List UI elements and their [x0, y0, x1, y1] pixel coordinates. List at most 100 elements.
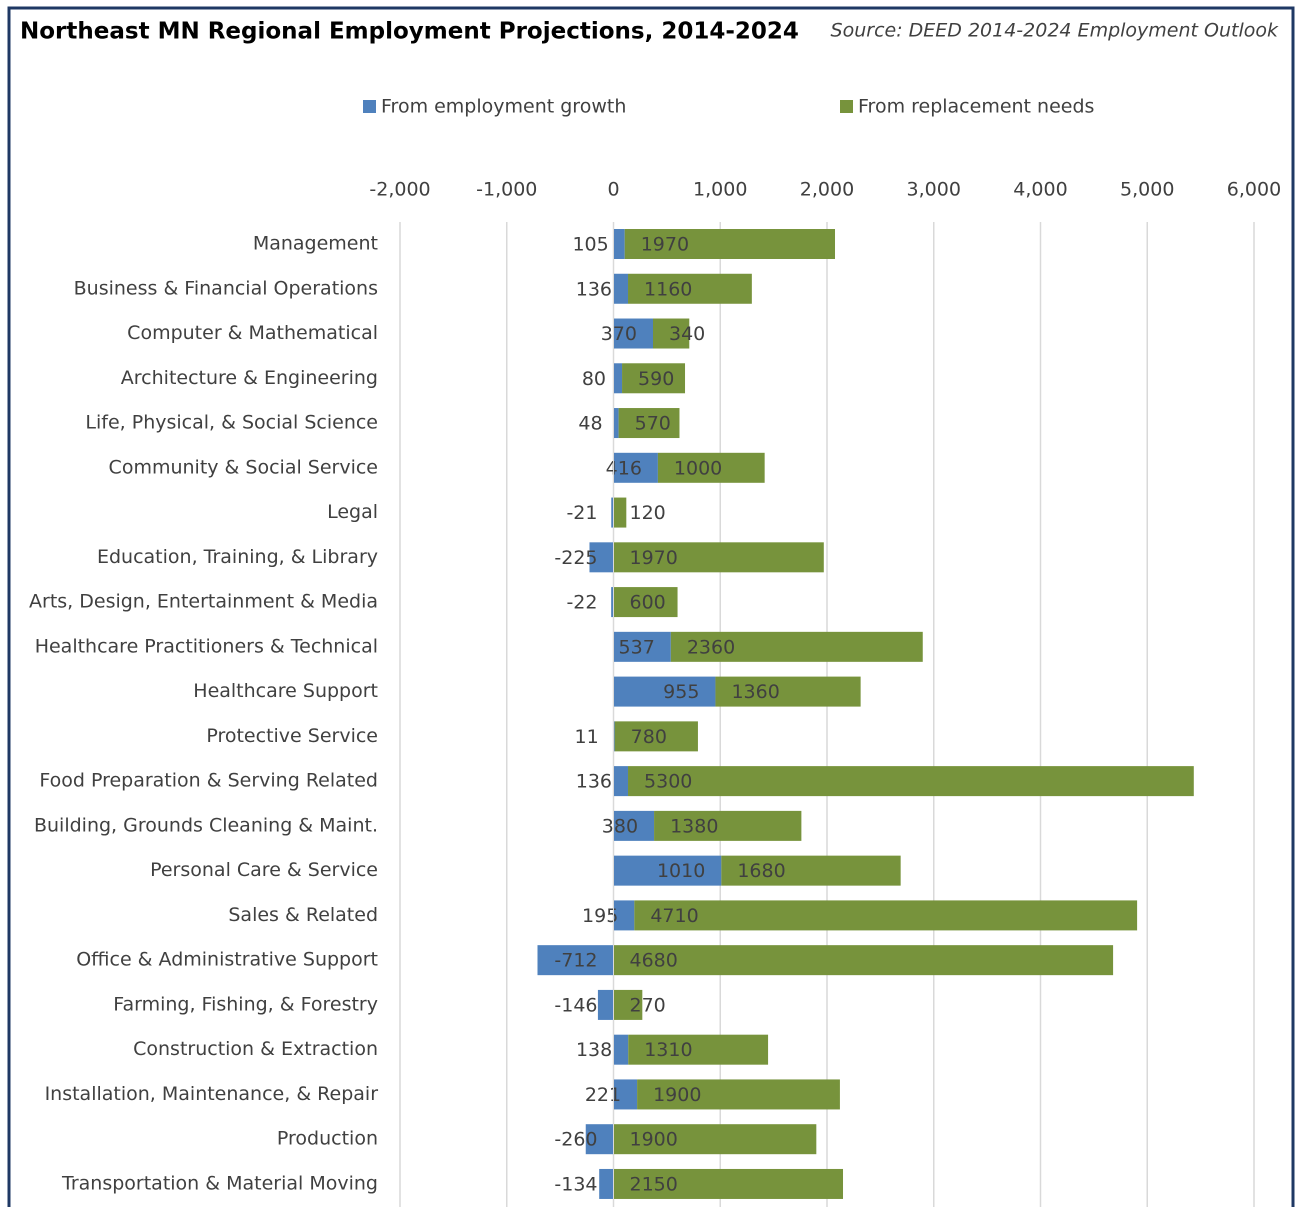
- data-label: 1000: [674, 457, 722, 479]
- x-tick-label: -1,000: [476, 179, 537, 201]
- data-label: 120: [630, 502, 666, 524]
- bar: [652, 318, 690, 349]
- data-label: 1900: [653, 1084, 701, 1106]
- data-label: 1160: [644, 278, 692, 300]
- y-tick-label: Farming, Fishing, & Forestry: [113, 993, 378, 1015]
- data-label: -146: [554, 994, 597, 1016]
- y-tick-label: Management: [253, 233, 378, 255]
- bar: [599, 1168, 614, 1199]
- bar: [613, 318, 653, 349]
- data-label: 80: [582, 368, 606, 390]
- data-label: 1680: [737, 860, 785, 882]
- data-label: 416: [606, 457, 642, 479]
- y-tick-label: Healthcare Support: [193, 680, 378, 702]
- x-tick-label: 3,000: [907, 179, 961, 201]
- bar: [613, 766, 629, 797]
- legend-swatch: [363, 100, 376, 113]
- y-tick-label: Installation, Maintenance, & Repair: [45, 1083, 379, 1105]
- y-tick-label: Community & Social Service: [109, 456, 378, 478]
- bar: [537, 945, 614, 976]
- data-label: 590: [638, 368, 674, 390]
- x-tick-label: 5,000: [1120, 179, 1174, 201]
- y-tick-label: Computer & Mathematical: [127, 322, 378, 344]
- data-label: 1380: [670, 815, 718, 837]
- legend-label: From replacement needs: [858, 96, 1094, 118]
- bar: [613, 631, 671, 662]
- y-tick-label: Business & Financial Operations: [74, 277, 378, 299]
- bar: [654, 810, 802, 841]
- bar: [613, 1079, 638, 1110]
- bar: [628, 766, 1194, 797]
- bar: [613, 855, 722, 886]
- data-label: 195: [582, 905, 618, 927]
- data-label: 370: [601, 323, 637, 345]
- bar: [613, 810, 655, 841]
- data-label: -225: [554, 547, 597, 569]
- data-label: 136: [576, 771, 612, 793]
- bar: [613, 273, 629, 304]
- y-tick-label: Architecture & Engineering: [121, 367, 378, 389]
- bar: [613, 1124, 817, 1155]
- bar: [624, 229, 836, 259]
- bar: [613, 229, 625, 259]
- x-tick-label: 4,000: [1013, 179, 1067, 201]
- data-label: 4710: [650, 905, 698, 927]
- bar: [613, 542, 824, 573]
- data-label: 780: [631, 726, 667, 748]
- bar: [613, 721, 615, 752]
- data-label: 136: [576, 278, 612, 300]
- y-tick-label: Arts, Design, Entertainment & Media: [29, 591, 378, 613]
- bar: [613, 676, 716, 707]
- y-tick-label: Food Preparation & Serving Related: [39, 770, 378, 792]
- data-label: 105: [572, 234, 608, 256]
- legend-swatch: [840, 100, 853, 113]
- bar: [614, 721, 698, 752]
- y-tick-label: Building, Grounds Cleaning & Maint.: [34, 814, 378, 836]
- y-tick-label: Education, Training, & Library: [97, 546, 378, 568]
- y-tick-label: Personal Care & Service: [150, 859, 378, 881]
- chart-border: [7, 6, 1295, 1207]
- bar: [634, 900, 1138, 931]
- bar: [613, 945, 1114, 976]
- data-label: 570: [635, 413, 671, 435]
- data-label: 955: [663, 681, 699, 703]
- data-label: 4680: [630, 950, 678, 972]
- bar: [618, 408, 680, 439]
- x-tick-label: -2,000: [369, 179, 430, 201]
- bar: [611, 497, 614, 528]
- data-label: 600: [630, 592, 666, 614]
- bar: [611, 587, 614, 618]
- y-tick-label: Construction & Extraction: [133, 1038, 378, 1060]
- y-tick-label: Life, Physical, & Social Science: [85, 412, 378, 434]
- data-label: 1970: [630, 547, 678, 569]
- y-tick-label: Legal: [327, 501, 378, 523]
- data-label: 1310: [644, 1039, 692, 1061]
- y-tick-label: Production: [277, 1128, 378, 1150]
- y-tick-label: Office & Administrative Support: [76, 949, 378, 971]
- y-tick-label: Sales & Related: [228, 904, 378, 926]
- data-label: 11: [574, 726, 598, 748]
- data-label: 1010: [657, 860, 705, 882]
- data-label: 1360: [731, 681, 779, 703]
- bar: [613, 989, 643, 1020]
- bar: [715, 676, 861, 707]
- data-label: 221: [585, 1084, 621, 1106]
- bar: [613, 587, 678, 618]
- chart-title: Northeast MN Regional Employment Project…: [20, 19, 799, 45]
- data-label: 380: [602, 815, 638, 837]
- data-label: 2360: [687, 636, 735, 658]
- data-label: -712: [554, 950, 597, 972]
- bar: [613, 408, 619, 439]
- data-label: 5300: [644, 771, 692, 793]
- bar: [637, 1079, 840, 1110]
- x-tick-label: 0: [607, 179, 619, 201]
- bar: [613, 497, 627, 528]
- data-label: 1970: [641, 234, 689, 256]
- bar: [670, 631, 923, 662]
- x-tick-label: 2,000: [800, 179, 854, 201]
- bar: [721, 855, 901, 886]
- bar: [628, 273, 752, 304]
- data-label: -260: [554, 1129, 597, 1151]
- bar: [657, 452, 765, 483]
- bar: [585, 1124, 614, 1155]
